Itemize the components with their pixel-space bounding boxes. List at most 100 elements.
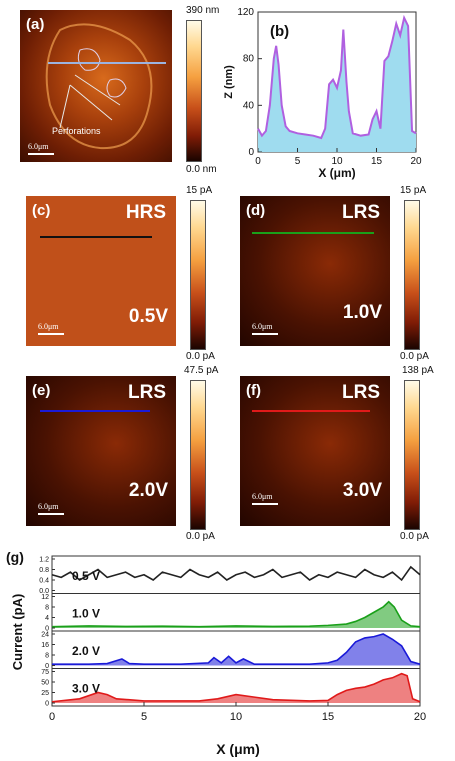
current-area-1 <box>52 601 420 628</box>
height-profile-chart: (b) X (μm) Z (nm) 0 5 10 15 20 0 40 80 120 <box>223 7 422 180</box>
panel-b-label: (b) <box>270 23 289 40</box>
series-label: 0.5 V <box>72 569 100 583</box>
profile-area <box>258 17 416 153</box>
x-tick-label-b: 10 <box>331 156 343 167</box>
y-tick-label-g: 0.4 <box>39 578 49 585</box>
panel-a-label: (a) <box>26 16 45 33</box>
panel-e-label: (e) <box>32 382 51 399</box>
state-label-f: LRS <box>342 382 380 403</box>
y-tick-label-g: 12 <box>41 594 49 601</box>
current-profiles-chart: (g) X (μm) Current (pA) 0.5 V 0.0 0.4 0.8 1.… <box>6 549 426 757</box>
colorbar-c <box>190 200 206 350</box>
panel-c-image: (c) HRS 0.5V 6.0μm <box>26 196 176 346</box>
current-series-3 <box>51 672 421 703</box>
y-tick-label-g: 0 <box>45 626 49 633</box>
profile-line-c <box>40 236 152 238</box>
y-tick-label-b: 40 <box>243 100 255 111</box>
profile-line-series <box>257 14 417 140</box>
panel-c-label: (c) <box>32 202 51 219</box>
y-tick-label-g: 0 <box>45 701 49 708</box>
x-tick-label-b: 5 <box>295 156 301 167</box>
perforation-outlines <box>45 23 153 150</box>
x-tick-label-b: 20 <box>410 156 422 167</box>
colorbar-d <box>404 200 420 350</box>
colorbar-e-min: 0.0 pA <box>186 531 215 542</box>
panel-f-label: (f) <box>246 382 261 399</box>
panel-d-image: (d) LRS 1.0V 6.0μm <box>240 196 390 346</box>
profile-line-d <box>252 232 374 234</box>
state-label-c: HRS <box>125 202 166 223</box>
y-tick-label-b: 0 <box>248 147 254 158</box>
x-axis-label-g: X (μm) <box>216 741 260 757</box>
y-tick-label-g: 75 <box>41 669 49 676</box>
profile-line-f <box>252 410 370 412</box>
colorbar-a-min: 0.0 nm <box>186 164 217 175</box>
x-axis-label-b: X (μm) <box>318 166 355 180</box>
panel-f-image: (f) LRS 3.0V 6.0μm <box>240 376 390 526</box>
colorbar-f-max: 138 pA <box>402 365 434 376</box>
scale-bar-label-d: 6.0μm <box>252 322 273 331</box>
x-tick-label-g: 0 <box>49 711 55 723</box>
panel-e-image: (e) LRS 2.0V 6.0μm <box>26 376 176 526</box>
x-tick-label-b: 15 <box>371 156 383 167</box>
profile-line <box>48 62 166 64</box>
voltage-label-d: 1.0V <box>342 302 382 323</box>
y-tick-label-g: 0 <box>45 663 49 670</box>
y-tick-label-g: 16 <box>41 642 49 649</box>
scale-bar-label: 6.0μm <box>28 142 49 151</box>
voltage-label-c: 0.5V <box>128 306 168 327</box>
perforations-annotation: Perforations <box>52 126 101 136</box>
profile-line-e <box>40 410 150 412</box>
x-tick-label-g: 5 <box>141 711 147 723</box>
voltage-label-f: 3.0V <box>342 480 382 501</box>
scale-bar-e <box>38 513 64 515</box>
scale-bar <box>28 153 54 155</box>
colorbar-a <box>186 20 202 162</box>
scale-bar-label-c: 6.0μm <box>38 322 59 331</box>
colorbar-e-max: 47.5 pA <box>184 365 219 376</box>
y-tick-label-g: 0.8 <box>39 567 49 574</box>
state-label-e: LRS <box>128 382 166 403</box>
y-tick-label-g: 0.0 <box>39 588 49 595</box>
current-area-2 <box>52 634 420 666</box>
y-tick-label-g: 8 <box>45 605 49 612</box>
x-tick-label-g: 20 <box>414 711 426 723</box>
y-tick-label-b: 120 <box>237 7 254 18</box>
series-label: 1.0 V <box>72 606 100 620</box>
y-tick-label-b: 80 <box>243 54 255 65</box>
panel-a-image: (a) Perforations 6.0μm <box>20 10 172 162</box>
colorbar-a-max: 390 nm <box>186 5 220 16</box>
colorbar-d-min: 0.0 pA <box>400 351 429 362</box>
scale-bar-label-e: 6.0μm <box>38 502 59 511</box>
colorbar-f-min: 0.0 pA <box>400 531 429 542</box>
colorbar-c-min: 0.0 pA <box>186 351 215 362</box>
y-axis-label-g: Current (pA) <box>10 594 25 671</box>
colorbar-c-max: 15 pA <box>186 185 213 196</box>
voltage-label-e: 2.0V <box>128 480 168 501</box>
current-series-0 <box>51 565 421 582</box>
scale-bar-c <box>38 333 64 335</box>
x-tick-label-g: 10 <box>230 711 242 723</box>
current-area-3 <box>52 673 420 703</box>
y-tick-label-g: 25 <box>41 690 49 697</box>
series-label: 3.0 V <box>72 681 100 695</box>
state-label-d: LRS <box>342 202 380 223</box>
colorbar-d-max: 15 pA <box>400 185 427 196</box>
y-tick-label-g: 24 <box>41 632 49 639</box>
series-label: 2.0 V <box>72 644 100 658</box>
colorbar-f <box>404 380 420 530</box>
scale-bar-label-f: 6.0μm <box>252 492 273 501</box>
panel-g-label: (g) <box>6 549 24 565</box>
current-series-2 <box>52 633 421 665</box>
y-tick-label-g: 1.2 <box>39 557 49 564</box>
x-tick-label-b: 0 <box>255 156 261 167</box>
scale-bar-f <box>252 503 278 505</box>
colorbar-e <box>190 380 206 530</box>
x-tick-label-g: 15 <box>322 711 334 723</box>
y-tick-label-g: 4 <box>45 615 49 622</box>
y-tick-label-g: 50 <box>41 680 49 687</box>
y-tick-label-g: 8 <box>45 653 49 660</box>
y-axis-label-b: Z (nm) <box>223 65 235 99</box>
current-series-1 <box>51 600 421 628</box>
panel-d-label: (d) <box>246 202 266 219</box>
